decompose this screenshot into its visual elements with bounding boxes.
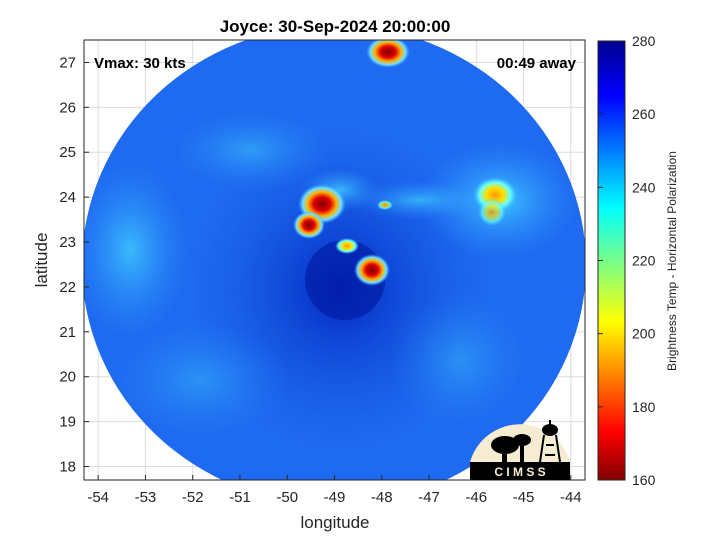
colorbar-tick-label: 180 bbox=[632, 399, 656, 415]
y-tick-label: 20 bbox=[59, 369, 76, 386]
cimss-logo: C I M S S bbox=[470, 420, 570, 480]
x-tick-label: -52 bbox=[182, 489, 204, 506]
x-tick-label: -51 bbox=[229, 489, 251, 506]
y-axis-label: latitude bbox=[32, 233, 51, 288]
x-axis-label: longitude bbox=[300, 513, 369, 532]
y-tick-label: 22 bbox=[59, 279, 76, 296]
x-tick-label: -53 bbox=[135, 489, 157, 506]
y-tick-label: 27 bbox=[59, 54, 76, 71]
colorbar-tick-label: 220 bbox=[632, 253, 656, 269]
y-tick-label: 18 bbox=[59, 459, 76, 476]
y-tick-label: 21 bbox=[59, 324, 76, 341]
logo-text: C I M S S bbox=[494, 465, 545, 479]
y-tick-label: 26 bbox=[59, 99, 76, 116]
y-axis-ticks: 27 26 25 24 23 22 21 20 19 18 bbox=[59, 54, 89, 476]
x-tick-label: -46 bbox=[465, 489, 487, 506]
colorbar-ticks: 280 260 240 220 200 180 160 bbox=[598, 33, 656, 488]
x-tick-label: -44 bbox=[560, 489, 582, 506]
vmax-label: Vmax: 30 kts bbox=[94, 55, 186, 72]
colorbar-tick-label: 160 bbox=[632, 472, 656, 488]
colorbar: 280 260 240 220 200 180 160 Brightness Temp - … bbox=[597, 33, 679, 488]
y-tick-label: 23 bbox=[59, 234, 76, 251]
y-tick-label: 24 bbox=[59, 189, 76, 206]
x-tick-label: -50 bbox=[276, 489, 298, 506]
chart-title: Joyce: 30-Sep-2024 20:00:00 bbox=[220, 17, 451, 36]
colorbar-tick-label: 280 bbox=[632, 33, 656, 49]
x-tick-label: -45 bbox=[513, 489, 535, 506]
x-tick-label: -47 bbox=[418, 489, 440, 506]
colorbar-tick-label: 240 bbox=[632, 179, 656, 195]
y-tick-label: 19 bbox=[59, 414, 76, 431]
x-tick-label: -49 bbox=[324, 489, 346, 506]
plot-area bbox=[83, 39, 586, 481]
time-away-label: 00:49 away bbox=[497, 55, 577, 72]
x-tick-label: -48 bbox=[371, 489, 393, 506]
x-tick-label: -54 bbox=[87, 489, 109, 506]
colorbar-tick-label: 200 bbox=[632, 326, 656, 342]
x-axis-ticks: -54 -53 -52 -51 -50 -49 -48 -47 -46 -45 -44 bbox=[87, 475, 582, 506]
brightness-swath bbox=[84, 40, 585, 480]
colorbar-tick-label: 260 bbox=[632, 106, 656, 122]
y-tick-label: 25 bbox=[59, 144, 76, 161]
colorbar-label: Brightness Temp - Horizontal Polarizatio… bbox=[665, 151, 679, 371]
